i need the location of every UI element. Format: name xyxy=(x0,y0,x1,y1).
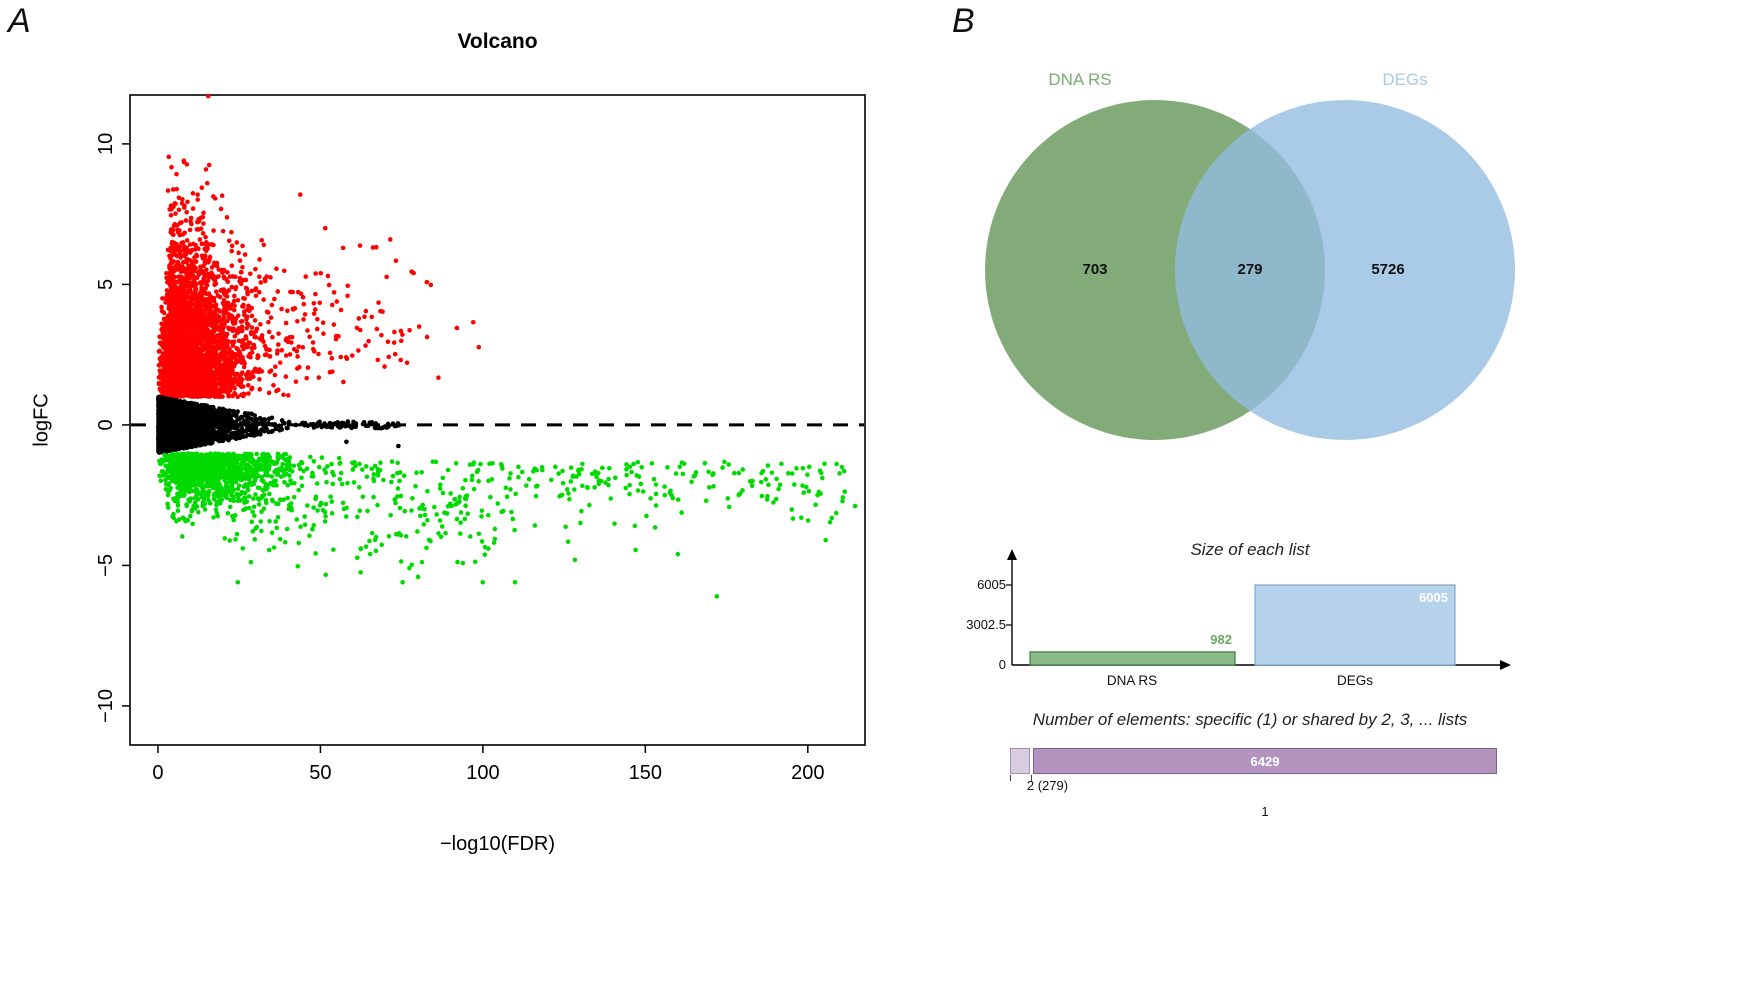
venn-count-degs-unique: 5726 xyxy=(1371,261,1404,278)
stack-segment-value-label: 6429 xyxy=(1250,753,1280,769)
y-axis-arrow-icon xyxy=(1007,549,1017,560)
element-count-chart-title: Number of elements: specific (1) or shar… xyxy=(1032,710,1468,729)
bar-category-dna-rs: DNA RS xyxy=(1107,673,1157,688)
y-tick-label-0: 0 xyxy=(999,657,1006,672)
element-count-stacked-bar: 6429 2 (279) 1 xyxy=(1010,748,1497,819)
volcano-scatter-canvas xyxy=(0,0,900,800)
stack-axis-label-specific-1: 1 xyxy=(1261,804,1269,819)
volcano-y-axis-label: logFC xyxy=(30,393,53,447)
volcano-x-axis-label: −log10(FDR) xyxy=(439,833,556,855)
bar-value-degs: 6005 xyxy=(1419,590,1448,605)
stack-tick-boundary xyxy=(1031,775,1032,781)
venn-circle-degs xyxy=(1175,100,1515,440)
stack-tick-left xyxy=(1010,775,1011,781)
y-tick-label-3002: 3002.5 xyxy=(966,617,1006,632)
venn-diagram: DNA RS DEGs 703 279 5726 xyxy=(985,70,1515,440)
list-size-chart-title: Size of each list xyxy=(1190,540,1310,559)
stack-axis-label-shared-2: 2 (279) xyxy=(1026,778,1069,793)
bar-dna-rs xyxy=(1029,651,1236,666)
venn-set-label-degs: DEGs xyxy=(1382,70,1427,89)
x-axis-arrow-icon xyxy=(1500,660,1511,670)
stack-segment-specific-1: 6429 xyxy=(1033,748,1497,774)
venn-count-dna-rs-unique: 703 xyxy=(1082,261,1107,278)
panel-b-label: B xyxy=(952,2,975,40)
bar-degs xyxy=(1254,584,1456,666)
list-size-bar-chart: 6005 3002.5 0 982 6005 DNA RS DEGs xyxy=(966,549,1511,688)
y-tick-label-6005: 6005 xyxy=(977,577,1006,592)
venn-set-label-dna-rs: DNA RS xyxy=(1048,70,1111,89)
bar-value-dna-rs: 982 xyxy=(1210,632,1232,647)
bar-category-degs: DEGs xyxy=(1337,673,1373,688)
stack-segment-shared-2 xyxy=(1010,748,1030,774)
venn-count-overlap: 279 xyxy=(1237,261,1262,278)
